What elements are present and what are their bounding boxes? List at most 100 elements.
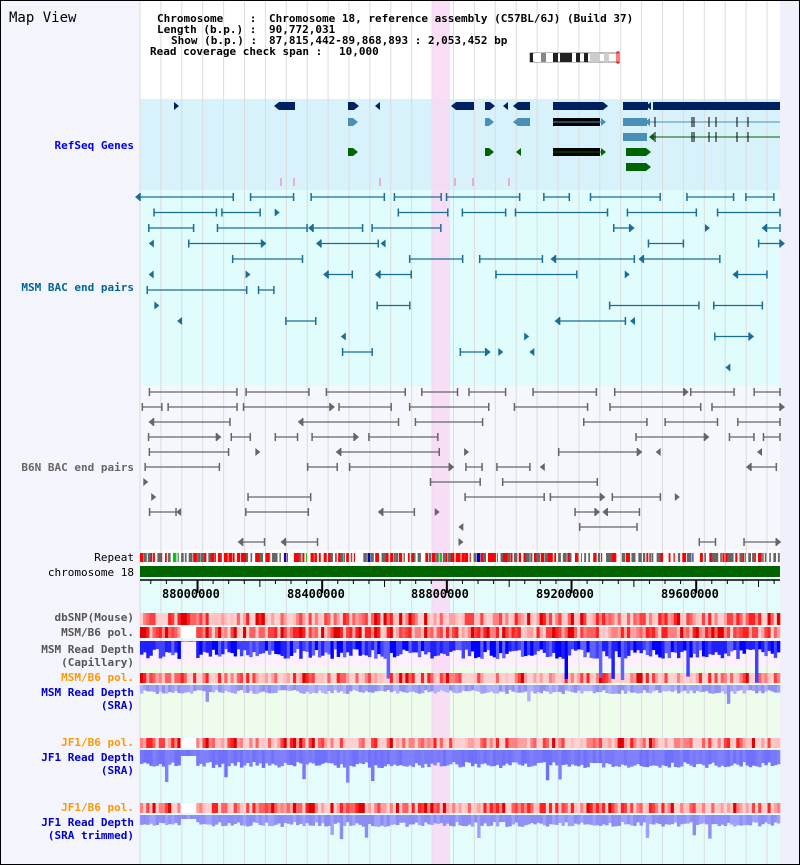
jf1-depth-trimmed-bar <box>349 815 353 826</box>
jf1-depth-trimmed-bar <box>751 815 756 823</box>
msm-depth-sra-bar <box>286 685 291 691</box>
jf1-depth-sra-bar <box>405 750 409 767</box>
jf1-b6-pol-2-cell <box>492 803 497 813</box>
dbsnp-cell <box>705 613 709 625</box>
right-scroll-strip[interactable] <box>780 1 799 864</box>
jf1-b6-pol-2-cell <box>186 803 191 813</box>
msm-b6-pol-cell <box>286 627 291 638</box>
jf1-b6-pol-2-cell <box>552 803 556 813</box>
msm-depth-sra-bar <box>458 685 462 693</box>
jf1-b6-pol-cell <box>386 738 391 748</box>
msm-depth-sra-bar <box>371 685 375 693</box>
jf1-b6-pol-cell <box>652 738 656 748</box>
jf1-depth-trimmed-bar <box>218 815 222 823</box>
jf1-b6-pol-2-cell <box>686 803 690 813</box>
jf1-depth-sra-bar <box>751 750 756 766</box>
track-label-refseq[interactable]: RefSeq Genes <box>54 139 134 152</box>
dbsnp-cell <box>542 613 547 625</box>
msm-depth-capillary-bar <box>174 641 178 653</box>
msm-depth-capillary-bar <box>424 641 428 655</box>
jf1-b6-pol-cell <box>770 738 775 748</box>
repeat-element <box>310 553 314 562</box>
msm-b6-pol-cell <box>648 627 653 638</box>
msm-b6-pol-cell <box>218 627 222 638</box>
msm-depth-capillary-bar <box>186 641 191 642</box>
track-label-b6n-bac[interactable]: B6N BAC end pairs <box>21 461 134 474</box>
repeat-element <box>381 553 386 562</box>
msm-depth-sra-bar <box>573 685 578 693</box>
jf1-b6-pol-cell <box>755 738 759 748</box>
msm-b6-pol-2-cell <box>595 673 600 683</box>
gene-arrow-icon <box>377 508 383 516</box>
jf1-b6-pol-cell <box>355 738 359 748</box>
dbsnp-cell <box>639 613 643 625</box>
track-label-msm-bac[interactable]: MSM BAC end pairs <box>21 281 134 294</box>
msm-depth-capillary-bar <box>180 641 185 642</box>
msm-b6-pol-cell <box>339 627 344 638</box>
msm-b6-pol-2-cell <box>389 673 394 683</box>
msm-depth-capillary-bar <box>711 641 715 655</box>
repeat-element <box>153 553 155 562</box>
msm-depth-capillary-bar <box>611 641 615 679</box>
msm-b6-pol-cell <box>680 627 684 638</box>
jf1-depth-trimmed-bar <box>436 815 441 824</box>
gene-arrow-icon <box>513 118 518 126</box>
dbsnp-cell <box>364 613 369 625</box>
gene-arrow-icon <box>354 433 360 441</box>
dbsnp-cell <box>143 613 147 625</box>
msm-b6-pol-cell <box>561 627 565 638</box>
jf1-b6-pol-2-cell <box>386 803 391 813</box>
msm-b6-pol-cell <box>414 627 419 638</box>
msm-b6-pol-2-cell <box>570 673 575 683</box>
jf1-depth-trimmed-bar <box>452 815 456 827</box>
jf1-b6-pol-2-cell <box>458 803 462 813</box>
jf1-depth-trimmed-bar <box>595 815 600 826</box>
repeat-element <box>704 553 706 562</box>
msm-depth-sra-bar <box>164 685 169 694</box>
dbsnp-cell <box>739 613 743 625</box>
jf1-b6-pol-cell <box>701 738 706 748</box>
msm-depth-capillary-bar <box>708 641 712 655</box>
msm-b6-pol-cell <box>573 627 578 638</box>
msm-depth-sra-bar <box>367 685 372 693</box>
msm-b6-pol-2-cell <box>552 673 556 683</box>
gene-arrow-icon <box>704 433 710 441</box>
jf1-depth-trimmed-bar <box>330 815 334 835</box>
jf1-depth-trimmed-bar <box>299 815 303 824</box>
msm-b6-pol-2-cell <box>767 673 771 683</box>
msm-depth-sra-bar <box>761 685 765 694</box>
jf1-b6-pol-cell <box>367 738 372 748</box>
jf1-b6-pol-2-cell <box>530 803 534 813</box>
jf1-depth-trimmed-bar <box>321 815 325 824</box>
msm-b6-pol-cell <box>445 627 450 638</box>
jf1-b6-pol-2-cell <box>739 803 743 813</box>
jf1-depth-trimmed-bar <box>608 815 612 824</box>
jf1-b6-pol-2-cell <box>246 803 250 813</box>
dbsnp-cell <box>317 613 322 625</box>
msm-b6-pol-cell <box>477 627 481 638</box>
jf1-b6-pol-cell <box>673 738 678 748</box>
msm-b6-pol-2-cell <box>258 673 263 683</box>
dbsnp-cell <box>761 613 765 625</box>
jf1-depth-trimmed-bar <box>564 815 569 823</box>
repeat-element <box>346 553 349 562</box>
jf1-b6-pol-2-cell <box>536 803 540 813</box>
jf1-depth-sra-bar <box>627 750 631 768</box>
msm-depth-capillary-bar <box>670 641 675 653</box>
msm-depth-capillary-bar <box>658 641 662 658</box>
msm-depth-sra-bar <box>520 685 525 693</box>
repeat-element <box>473 553 477 562</box>
jf1-b6-pol-cell <box>586 738 590 748</box>
jf1-b6-pol-2-cell <box>689 803 693 813</box>
jf1-depth-trimmed-bar <box>399 815 403 823</box>
msm-b6-pol-cell <box>470 627 475 638</box>
jf1-depth-sra-bar <box>383 750 387 767</box>
msm-depth-sra-bar <box>708 685 712 694</box>
jf1-b6-pol-cell <box>449 738 453 748</box>
repeat-element <box>323 553 327 562</box>
jf1-b6-pol-cell <box>570 738 575 748</box>
dbsnp-cell <box>367 613 372 625</box>
jf1-b6-pol-2-cell <box>611 803 615 813</box>
jf1-depth-trimmed-bar <box>530 815 534 824</box>
